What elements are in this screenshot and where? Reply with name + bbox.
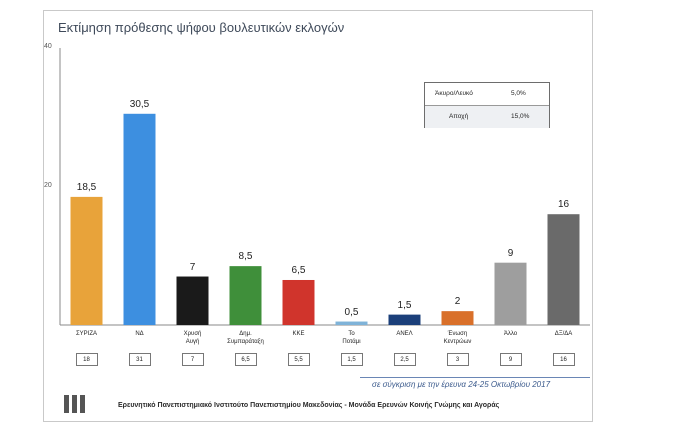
comparison-divider [360, 377, 590, 378]
category-label: ΝΔ [115, 330, 165, 338]
comparison-value-box: 16 [552, 353, 575, 366]
category-label: Χρυσή Αυγή [168, 330, 218, 346]
footer-source: Ερευνητικό Πανεπιστημιακό Ινστιτούτο Παν… [118, 402, 500, 409]
category-label: Δημ. Συμπαράταξη [221, 330, 271, 346]
y-tick-label: 20 [44, 181, 52, 189]
category-label: Ένωση Κεντρώων [433, 330, 483, 346]
category-label-line: Κεντρώων [443, 339, 472, 345]
bar-value-label: 1,5 [397, 299, 412, 311]
bar-value-label: 0,5 [344, 306, 359, 318]
bar [282, 279, 315, 325]
comparison-value-box: 5,5 [287, 353, 310, 366]
legend-row-abstention: Αποχή 15,0% [425, 106, 549, 128]
bar [547, 214, 580, 325]
bar-value-label: 8,5 [238, 251, 253, 263]
bar-value-label: 6,5 [291, 264, 306, 276]
category-label-line: Συμπαράταξη [227, 339, 264, 345]
bar [70, 196, 103, 325]
bar [441, 311, 474, 325]
bar-value-label: 9 [507, 247, 514, 259]
category-label-line: Ένωση [447, 331, 468, 337]
category-label: ΑΝΕΛ [380, 330, 430, 338]
category-label-line: Δημ. [239, 331, 252, 337]
comparison-value-box: 1,5 [340, 353, 363, 366]
comparison-value-box: 31 [128, 353, 151, 366]
bar [123, 113, 156, 325]
legend-box: Άκυρο/Λευκό 5,0% Αποχή 15,0% [424, 82, 550, 128]
category-label-line: ΝΔ [135, 331, 144, 337]
category-label-line: ΣΥΡΙΖΑ [75, 331, 98, 337]
legend-label-abstention: Αποχή [449, 113, 469, 120]
bar [494, 262, 527, 325]
category-label: ΣΥΡΙΖΑ [62, 330, 112, 338]
category-label: Το Ποτάμι [327, 330, 377, 346]
category-label-line: ΚΚΕ [292, 331, 305, 337]
legend-label-invalid: Άκυρο/Λευκό [435, 90, 473, 97]
category-label-line: Το [348, 331, 355, 337]
bar-value-label: 7 [189, 261, 196, 273]
category-label: Άλλο [486, 330, 536, 338]
bar-value-label: 2 [454, 296, 461, 308]
legend-value-abstention: 15,0% [511, 113, 530, 120]
bar [176, 276, 209, 325]
legend-row-invalid: Άκυρο/Λευκό 5,0% [425, 83, 549, 106]
category-label: ΚΚΕ [274, 330, 324, 338]
bar-value-label: 18,5 [76, 181, 97, 193]
bar [335, 321, 368, 325]
comparison-note: σε σύγκριση με την έρευνα 24-25 Οκτωβρίο… [372, 380, 551, 389]
comparison-value-box: 3 [446, 353, 469, 366]
category-label-line: ΑΝΕΛ [396, 331, 413, 337]
comparison-value-box: 2,5 [393, 353, 416, 366]
institute-logo-icon [64, 395, 85, 413]
category-label-line: ΔΞ/ΔΑ [554, 331, 573, 337]
y-tick-label: 40 [44, 43, 52, 50]
comparison-value-box: 7 [181, 353, 204, 366]
category-label-line: Ποτάμι [342, 339, 361, 345]
category-label-line: Άλλο [503, 331, 518, 337]
comparison-value-box: 9 [499, 353, 522, 366]
comparison-value-box: 18 [75, 353, 98, 366]
legend-value-invalid: 5,0% [511, 90, 526, 97]
category-label: ΔΞ/ΔΑ [539, 330, 589, 338]
category-label-line: Χρυσή [183, 331, 202, 337]
bar [229, 266, 262, 325]
bar-value-label: 30,5 [129, 98, 150, 110]
chart-title: Εκτίμηση πρόθεσης ψήφου βουλευτικών εκλο… [58, 20, 345, 35]
bar-value-label: 16 [557, 199, 570, 211]
bar [388, 314, 421, 325]
category-label-line: Αυγή [185, 339, 200, 345]
comparison-value-box: 6,5 [234, 353, 257, 366]
